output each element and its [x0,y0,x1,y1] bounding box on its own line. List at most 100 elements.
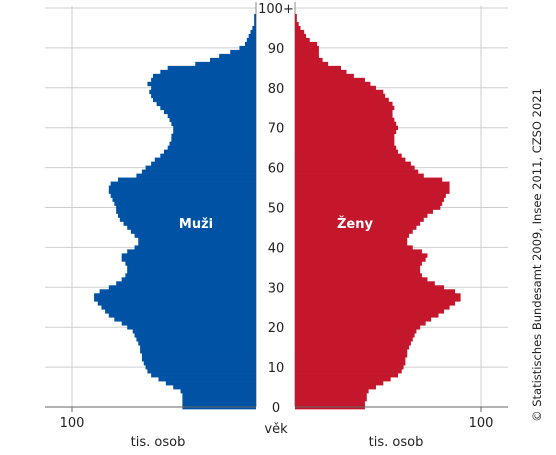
male-bar [165,381,256,386]
female-bar [295,261,422,266]
female-bar [295,301,456,306]
female-bar [295,381,384,386]
male-bar [158,377,256,382]
female-bar [295,81,371,87]
male-bar [151,93,256,99]
male-bar [167,113,256,119]
female-bar [295,17,297,23]
male-bar [118,177,256,182]
male-bar [118,213,256,218]
female-bar [295,365,404,370]
male-bar [164,149,256,154]
female-series-label: Ženy [337,216,373,232]
male-bar [121,253,257,258]
male-bar [108,189,256,194]
male-bar [167,65,256,71]
male-bar [121,257,257,262]
male-bar [160,105,256,111]
female-bar [295,101,393,107]
female-bar [295,165,415,170]
female-bar [295,65,341,71]
male-bar [127,269,256,274]
female-bar [295,393,367,398]
male-bar [219,53,256,59]
female-bar [295,229,413,234]
female-bar [295,213,428,218]
male-bar [171,133,256,139]
male-bar [152,73,256,79]
female-bar [295,205,441,210]
female-bar [295,193,446,198]
female-bar [295,281,435,286]
female-bar [295,369,402,374]
female-bar [295,77,365,83]
male-bar [254,13,256,19]
female-bar [295,105,395,111]
female-bar [295,49,319,55]
male-bar [134,233,256,238]
female-bar [295,349,408,354]
age-tick-label: 50 [268,202,285,217]
x-axis-label-right: tis. osob [369,435,424,450]
female-bars [295,13,461,410]
female-bar [295,125,399,131]
male-bar [114,201,256,206]
male-bar [173,385,256,390]
female-bar [295,173,424,178]
male-bar [254,21,256,27]
female-bar [295,13,297,19]
male-bar [141,169,256,174]
male-bars [94,13,257,410]
male-bar [173,129,256,135]
male-bar [134,245,256,250]
age-tick-label: 10 [268,361,285,376]
female-bar [295,57,323,63]
female-bar [295,237,408,242]
female-bar [295,233,410,238]
male-bar [147,369,256,374]
female-bar [295,73,354,79]
female-bar [295,197,445,202]
male-bar [143,361,256,366]
male-bar [182,401,256,406]
age-tick-label: 60 [268,162,285,177]
male-bar [154,157,256,162]
female-bar [295,253,428,258]
x-tick-label-right: 100 [469,416,494,431]
axes [45,406,508,412]
female-bar [295,61,329,67]
female-bar [295,137,395,143]
male-bar [169,117,256,123]
female-bar [295,177,443,182]
female-bar [295,69,347,75]
female-bar [295,273,422,278]
female-bar [295,133,395,139]
female-bar [295,361,406,366]
male-series-label: Muži [179,217,213,232]
female-bar [295,289,456,294]
male-bar [141,357,256,362]
male-bar [116,209,256,214]
female-bar [295,181,450,186]
male-bar [195,61,256,67]
age-tick-labels: 0 10 20 30 40 50 60 70 80 90 100+ [258,2,294,416]
source-note: © Statistisches Bundesamt 2009, Insee 20… [530,88,544,422]
female-bar [295,21,299,27]
female-bar [295,305,450,310]
male-bar [141,353,256,358]
female-bar [295,313,439,318]
female-bar [295,25,301,31]
female-bar [295,121,397,127]
female-bar [295,337,413,342]
female-bar [295,249,422,254]
male-bar [171,137,256,143]
female-bar [295,333,415,338]
male-bar [116,281,256,286]
female-bar [295,149,399,154]
female-bar [295,277,428,282]
male-bar [180,389,256,394]
male-bar [105,309,257,314]
female-bar [295,397,367,402]
male-bar [160,69,256,75]
